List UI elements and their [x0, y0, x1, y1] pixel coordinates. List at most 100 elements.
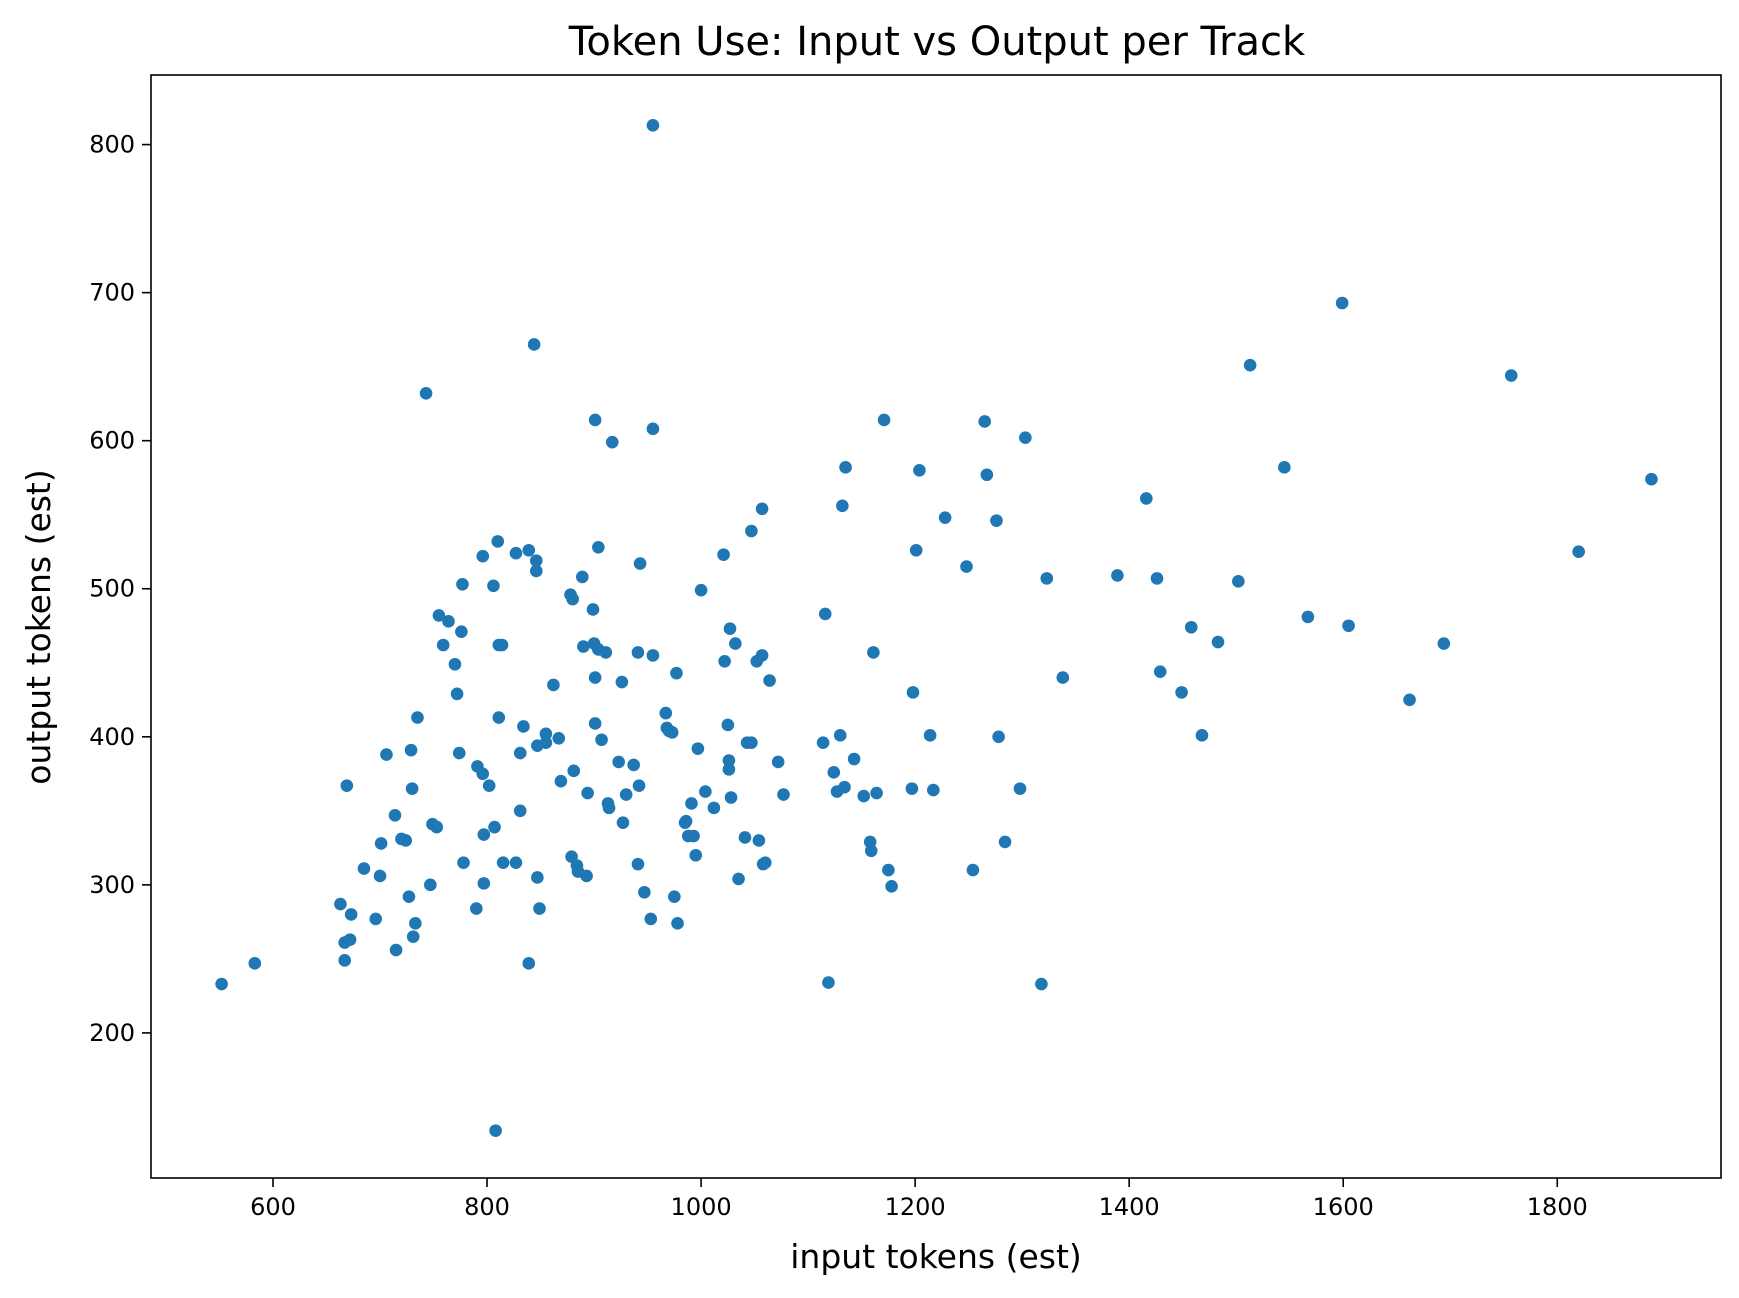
data-point [420, 387, 433, 400]
data-point [528, 338, 541, 351]
data-point [600, 646, 613, 659]
data-point [924, 729, 937, 742]
data-point [1336, 297, 1349, 310]
x-tick-label: 1600 [1313, 1193, 1374, 1221]
data-point [344, 933, 357, 946]
data-point [566, 593, 579, 606]
data-point [369, 913, 382, 926]
data-point [493, 711, 506, 724]
data-point [671, 917, 684, 930]
y-tick-label: 700 [89, 279, 135, 307]
data-point [666, 726, 679, 739]
data-point [576, 571, 589, 584]
data-point [739, 831, 752, 844]
data-point [1278, 461, 1291, 474]
data-point [341, 779, 354, 792]
data-point [680, 815, 693, 828]
data-point [338, 954, 351, 967]
data-point [478, 877, 491, 890]
data-point [695, 584, 708, 597]
data-point [577, 640, 590, 653]
data-point [817, 736, 830, 749]
x-tick-label: 1400 [1099, 1193, 1160, 1221]
data-point [724, 622, 737, 635]
data-point [491, 535, 504, 548]
data-point [1212, 636, 1225, 649]
data-point [567, 765, 580, 778]
data-point [488, 821, 501, 834]
data-point [634, 557, 647, 570]
data-point [514, 747, 527, 760]
data-point [699, 785, 712, 798]
data-point [437, 639, 450, 652]
data-point [1154, 665, 1167, 678]
data-point [967, 864, 980, 877]
data-point [865, 845, 878, 858]
data-point [595, 733, 608, 746]
data-point [753, 834, 766, 847]
data-point [1302, 611, 1315, 624]
data-point [531, 871, 544, 884]
data-point [1232, 575, 1245, 588]
data-point [547, 679, 560, 692]
data-point [1057, 671, 1070, 684]
data-point [375, 837, 388, 850]
data-point [1342, 619, 1355, 632]
data-point [1111, 569, 1124, 582]
data-point [1014, 782, 1027, 795]
data-point [1196, 729, 1209, 742]
data-point [745, 736, 758, 749]
data-point [530, 554, 543, 567]
data-point [476, 550, 489, 563]
data-point [763, 674, 776, 687]
data-point [878, 414, 891, 427]
data-point [522, 544, 535, 557]
data-point [517, 720, 530, 733]
data-point [659, 707, 672, 720]
data-point [722, 719, 735, 732]
data-point [589, 414, 602, 427]
data-point [848, 753, 861, 766]
y-tick-label: 400 [89, 723, 135, 751]
data-point [442, 615, 455, 628]
data-point [627, 759, 640, 772]
data-point [522, 957, 535, 970]
y-tick-label: 200 [89, 1019, 135, 1047]
data-point [978, 415, 991, 428]
data-point [497, 856, 510, 869]
data-point [1244, 359, 1257, 372]
data-point [745, 525, 758, 538]
data-point [389, 809, 402, 822]
data-point [215, 978, 228, 991]
data-point [411, 711, 424, 724]
data-point [478, 828, 491, 841]
data-point [406, 782, 419, 795]
data-point [1151, 572, 1164, 585]
data-point [430, 821, 443, 834]
data-point [455, 625, 468, 638]
y-tick-label: 600 [89, 427, 135, 455]
data-point [453, 747, 466, 760]
data-point [390, 944, 403, 957]
data-point [483, 779, 496, 792]
data-point [1040, 572, 1053, 585]
data-point [725, 791, 738, 804]
data-point [612, 756, 625, 769]
data-point [470, 902, 483, 915]
data-point [981, 468, 994, 481]
data-point [827, 766, 840, 779]
data-point [1140, 492, 1153, 505]
chart-title: Token Use: Input vs Output per Track [568, 19, 1306, 65]
data-point [380, 748, 393, 761]
data-point [424, 879, 437, 892]
data-point [633, 779, 646, 792]
data-point [592, 541, 605, 554]
data-point [870, 787, 883, 800]
data-point [489, 1124, 502, 1137]
data-point [708, 802, 721, 815]
x-tick-label: 800 [464, 1193, 510, 1221]
y-tick-label: 800 [89, 131, 135, 159]
data-point [510, 547, 523, 560]
data-point [451, 688, 464, 701]
